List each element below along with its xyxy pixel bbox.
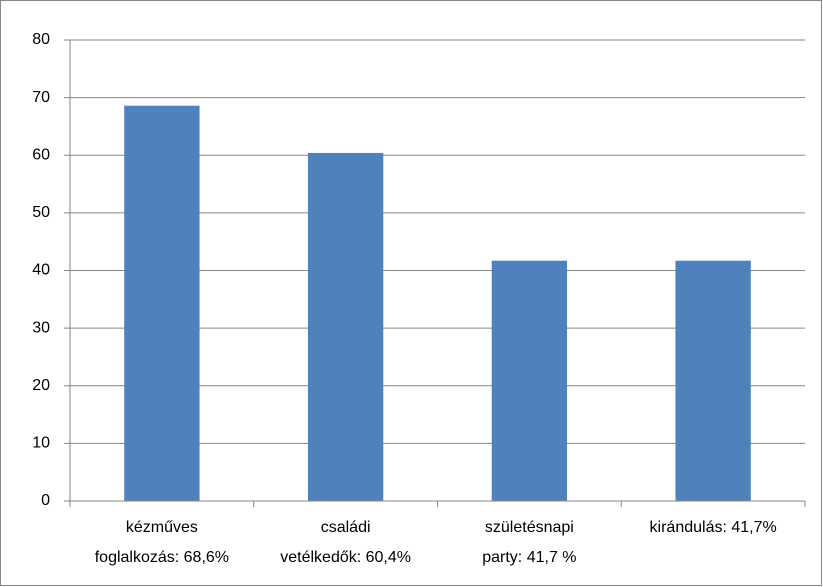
y-tick-label: 60 <box>32 146 50 163</box>
y-tick-label: 80 <box>32 31 50 48</box>
x-tick-label: kirándulás: 41,7% <box>649 519 777 536</box>
y-tick-label: 70 <box>32 89 50 106</box>
y-tick-label: 40 <box>32 262 50 279</box>
y-tick-label: 30 <box>32 319 50 336</box>
bar <box>675 260 751 501</box>
x-tick-label: kézműves foglalkozás: 68,6% <box>94 519 230 566</box>
y-tick-label: 20 <box>32 377 50 394</box>
bar <box>124 105 200 501</box>
bar <box>307 152 384 501</box>
y-tick-label: 10 <box>32 435 50 452</box>
x-label-box: születésnapi party: 41,7 % <box>482 519 577 566</box>
bar <box>491 260 568 501</box>
x-tick-label: születésnapi party: 41,7 % <box>482 519 577 566</box>
x-label-box: kirándulás: 41,7% <box>649 519 777 536</box>
x-label-box: kézműves foglalkozás: 68,6% <box>94 519 230 566</box>
x-label-box: családi vetélkedők: 60,4% <box>280 519 411 566</box>
y-tick-label: 50 <box>32 204 50 221</box>
x-tick-label: családi vetélkedők: 60,4% <box>280 519 411 566</box>
y-tick-label: 0 <box>41 492 50 509</box>
